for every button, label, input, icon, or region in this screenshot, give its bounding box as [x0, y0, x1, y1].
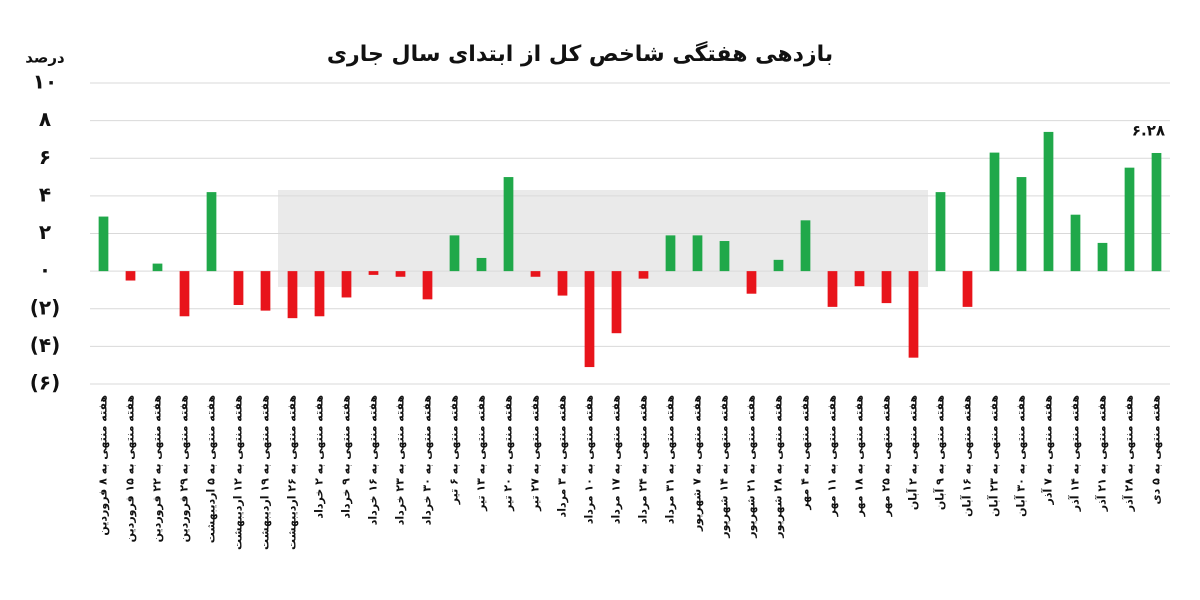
x-tick-label: هفته منتهی به ۱۳ تیر: [475, 395, 488, 512]
bar: [746, 271, 757, 294]
x-tick-label: هفته منتهی به ۷ آذر: [1041, 395, 1055, 505]
bar: [449, 235, 460, 272]
x-tick-label: هفته منتهی به ۲۳ خرداد: [394, 395, 407, 525]
x-tick-label: هفته منتهی به ۷ شهریور: [691, 395, 704, 532]
y-tick-label: ۰: [39, 258, 51, 282]
bar: [719, 241, 730, 272]
bar: [152, 263, 163, 272]
x-tick-label: هفته منتهی به ۲۷ تیر: [529, 395, 542, 512]
bar: [935, 192, 946, 272]
y-tick-label: ۴: [39, 182, 51, 206]
y-axis-label: درصد: [25, 49, 65, 67]
x-tick-label: هفته منتهی به ۲۳ آبان: [987, 395, 1001, 517]
bar: [665, 235, 676, 272]
bar: [260, 271, 271, 311]
x-tick-label: هفته منتهی به ۴ مهر: [799, 395, 812, 511]
x-tick-label: هفته منتهی به ۲۱ آذر: [1095, 395, 1109, 512]
x-tick-label: هفته منتهی به ۲ خرداد: [313, 395, 326, 519]
bar: [557, 271, 568, 296]
x-tick-label: هفته منتهی به ۳۱ مرداد: [664, 395, 677, 524]
bar: [206, 192, 217, 272]
bar: [503, 177, 514, 272]
x-tick-label: هفته منتهی به ۲۹ فروردین: [178, 395, 191, 542]
bar: [98, 216, 109, 272]
x-tick-label: هفته منتهی به ۵ اردیبهشت: [205, 395, 218, 543]
bar: [341, 271, 352, 298]
bar: [125, 271, 136, 281]
bar: [854, 271, 865, 287]
y-tick-label: (۴): [30, 333, 61, 357]
bar: [908, 271, 919, 358]
x-tick-label: هفته منتهی به ۱۲ اردیبهشت: [232, 395, 245, 550]
bar: [584, 271, 595, 368]
bar: [800, 220, 811, 272]
y-tick-label: ۶: [39, 145, 51, 169]
bar: [179, 271, 190, 317]
x-tick-label: هفته منتهی به ۶ تیر: [448, 395, 461, 505]
x-tick-label: هفته منتهی به ۲۴ مرداد: [637, 395, 650, 524]
bar: [368, 271, 379, 275]
x-tick-label: هفته منتهی به ۵ دی: [1150, 395, 1163, 504]
x-tick-label: هفته منتهی به ۱۴ آذر: [1068, 395, 1082, 512]
y-tick-label: ۸: [39, 107, 51, 131]
x-tick-label: هفته منتهی به ۳۰ خرداد: [421, 395, 434, 525]
bar: [1097, 242, 1108, 272]
bar: [1043, 131, 1054, 272]
x-tick-label: هفته منتهی به ۲۸ شهریور: [772, 395, 785, 539]
bar: [1016, 177, 1027, 272]
x-tick-label: هفته منتهی به ۲۱ شهریور: [745, 395, 758, 539]
bar: [1124, 167, 1135, 272]
bar: [476, 257, 487, 272]
x-tick-label: هفته منتهی به ۲۵ مهر: [880, 395, 893, 517]
x-tick-label: هفته منتهی به ۱۴ شهریور: [718, 395, 731, 539]
x-tick-label: هفته منتهی به ۲۶ اردیبهشت: [286, 395, 299, 550]
y-tick-label: (۲): [30, 295, 61, 319]
x-tick-label: هفته منتهی به ۱۵ فروردین: [124, 395, 137, 542]
bar: [881, 271, 892, 304]
chart-title: بازدهی هفتگی شاخص کل از ابتدای سال جاری: [327, 40, 833, 67]
y-tick-label: ۲: [39, 220, 51, 244]
data-label: ۶.۲۸: [1132, 121, 1165, 139]
x-tick-label: هفته منتهی به ۲ آبان: [906, 395, 920, 510]
x-tick-label: هفته منتهی به ۸ فروردین: [97, 395, 110, 536]
x-tick-label: هفته منتهی به ۱۸ مهر: [853, 395, 866, 517]
x-tick-label: هفته منتهی به ۱۱ مهر: [826, 395, 839, 517]
bar: [233, 271, 244, 305]
bar: [692, 235, 703, 272]
x-tick-label: هفته منتهی به ۱۰ مرداد: [583, 395, 596, 524]
x-tick-label: هفته منتهی به ۱۷ مرداد: [610, 395, 623, 524]
x-tick-label: هفته منتهی به ۳۰ آبان: [1014, 395, 1028, 517]
y-tick-label: ۱۰: [33, 70, 57, 94]
x-tick-label: هفته منتهی به ۱۹ اردیبهشت: [259, 395, 272, 550]
x-tick-label: هفته منتهی به ۹ خرداد: [340, 395, 353, 519]
bar: [530, 271, 541, 277]
x-tick-label: هفته منتهی به ۳ مرداد: [556, 395, 569, 517]
y-tick-label: (۶): [30, 371, 61, 395]
bar: [989, 152, 1000, 272]
x-tick-label: هفته منتهی به ۲۰ تیر: [502, 395, 515, 512]
x-tick-label: هفته منتهی به ۹ آبان: [933, 395, 947, 510]
bar: [638, 271, 649, 279]
x-tick-label: هفته منتهی به ۱۶ خرداد: [367, 395, 380, 525]
bar: [962, 271, 973, 307]
bar: [314, 271, 325, 317]
bar: [422, 271, 433, 300]
bar: [1151, 152, 1162, 272]
x-tick-label: هفته منتهی به ۱۶ آبان: [960, 395, 974, 517]
bar: [827, 271, 838, 307]
x-tick-label: هفته منتهی به ۲۸ آذر: [1122, 395, 1136, 512]
bar: [395, 271, 406, 277]
bar: [1070, 214, 1081, 272]
bar: [773, 259, 784, 272]
bar: [287, 271, 298, 319]
x-tick-label: هفته منتهی به ۲۲ فروردین: [151, 395, 164, 542]
bar: [611, 271, 622, 334]
